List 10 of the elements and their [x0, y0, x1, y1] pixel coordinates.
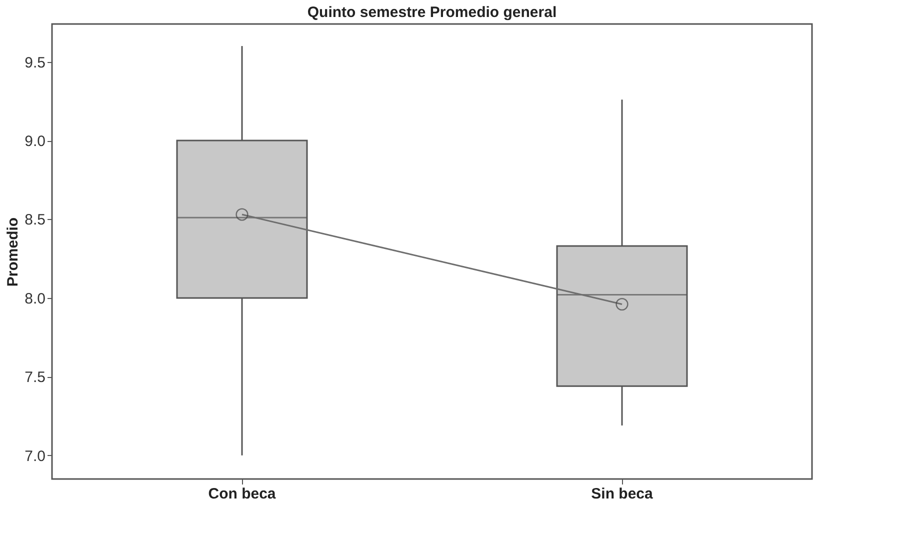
y-tick-label: 7.5: [24, 369, 46, 386]
chart-title: Quinto semestre Promedio general: [307, 4, 557, 21]
x-tick-label: Sin beca: [591, 486, 654, 502]
y-axis-title: Promedio: [4, 217, 22, 287]
y-tick-label: 7.0: [24, 448, 46, 465]
y-tick-label: 9.5: [24, 54, 46, 72]
y-tick-label: 9.0: [24, 133, 46, 150]
y-tick-label: 8.0: [24, 290, 46, 308]
x-tick-label: Con beca: [208, 486, 276, 502]
y-tick-label: 8.5: [24, 212, 46, 229]
